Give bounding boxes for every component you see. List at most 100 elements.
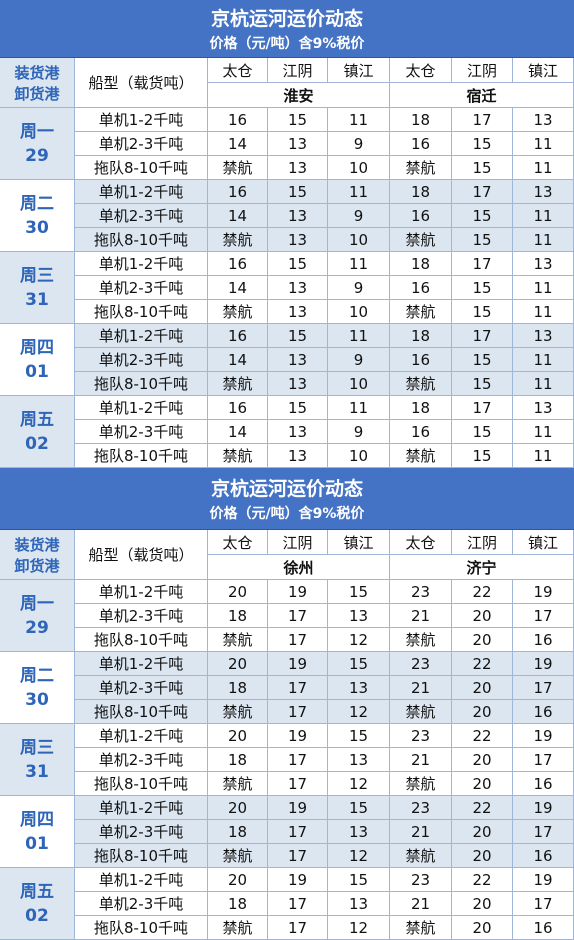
- destination-header: 淮安: [208, 83, 390, 108]
- price: 10: [328, 444, 390, 468]
- price: 17: [452, 396, 513, 420]
- ship-type: 单机2-3千吨: [75, 676, 208, 700]
- ship-type: 拖队8-10千吨: [75, 772, 208, 796]
- price: 13: [513, 108, 574, 132]
- ship-type: 单机2-3千吨: [75, 892, 208, 916]
- price: 17: [268, 844, 328, 868]
- price: 13: [328, 748, 390, 772]
- ship-type-header: 船型（载货吨）: [75, 530, 208, 580]
- price: 15: [452, 228, 513, 252]
- price: 22: [452, 580, 513, 604]
- date: 01: [25, 361, 49, 382]
- ship-type: 拖队8-10千吨: [75, 372, 208, 396]
- price: 13: [513, 396, 574, 420]
- day: 周二: [20, 665, 54, 686]
- table-subtitle: 价格（元/吨）含9%税价: [209, 36, 365, 52]
- price: 13: [328, 820, 390, 844]
- price: 15: [328, 724, 390, 748]
- table-title: 京杭运河运价动态: [210, 478, 363, 500]
- price: 11: [513, 348, 574, 372]
- price: 16: [513, 916, 574, 940]
- header-left-line: 卸货港: [14, 556, 60, 575]
- price: 15: [268, 252, 328, 276]
- price: 23: [390, 724, 452, 748]
- ship-type: 单机2-3千吨: [75, 348, 208, 372]
- price: 20: [452, 772, 513, 796]
- price: 12: [328, 844, 390, 868]
- ship-type: 拖队8-10千吨: [75, 228, 208, 252]
- price: 17: [268, 676, 328, 700]
- price: 13: [328, 892, 390, 916]
- price: 23: [390, 796, 452, 820]
- price: 10: [328, 156, 390, 180]
- price: 13: [328, 604, 390, 628]
- price: 禁航: [390, 700, 452, 724]
- port-header: 江阴: [452, 530, 513, 555]
- price: 19: [268, 652, 328, 676]
- day-cell: 周三 31: [0, 724, 75, 796]
- price: 20: [452, 820, 513, 844]
- price: 禁航: [208, 156, 268, 180]
- price: 15: [452, 420, 513, 444]
- price: 10: [328, 300, 390, 324]
- price: 19: [513, 652, 574, 676]
- title-bar: 京杭运河运价动态价格（元/吨）含9%税价: [0, 0, 574, 58]
- price: 禁航: [208, 700, 268, 724]
- price: 18: [208, 820, 268, 844]
- date: 02: [25, 433, 49, 454]
- price: 20: [452, 628, 513, 652]
- ship-type: 拖队8-10千吨: [75, 628, 208, 652]
- ship-type: 拖队8-10千吨: [75, 844, 208, 868]
- port-header: 江阴: [268, 530, 328, 555]
- header-left-line: 装货港: [14, 535, 60, 554]
- day-cell: 周二 30: [0, 652, 75, 724]
- price: 11: [328, 108, 390, 132]
- price: 17: [513, 676, 574, 700]
- price: 禁航: [390, 300, 452, 324]
- price: 15: [452, 276, 513, 300]
- destination-header: 济宁: [390, 555, 574, 580]
- price: 15: [452, 444, 513, 468]
- ship-type: 拖队8-10千吨: [75, 916, 208, 940]
- day-cell: 周五 02: [0, 396, 75, 468]
- day: 周四: [20, 337, 54, 358]
- price: 23: [390, 652, 452, 676]
- ship-type: 单机1-2千吨: [75, 396, 208, 420]
- price: 22: [452, 652, 513, 676]
- price: 16: [208, 396, 268, 420]
- price: 16: [208, 180, 268, 204]
- table-title: 京杭运河运价动态: [210, 8, 363, 30]
- price: 13: [513, 324, 574, 348]
- price: 20: [208, 652, 268, 676]
- price: 禁航: [390, 372, 452, 396]
- price: 16: [390, 276, 452, 300]
- price: 11: [513, 300, 574, 324]
- price: 14: [208, 132, 268, 156]
- ship-type: 单机1-2千吨: [75, 180, 208, 204]
- price: 23: [390, 580, 452, 604]
- price: 16: [208, 252, 268, 276]
- header-left: 装货港 卸货港: [0, 530, 75, 580]
- price: 11: [513, 156, 574, 180]
- price: 禁航: [390, 156, 452, 180]
- ship-type: 单机2-3千吨: [75, 276, 208, 300]
- price: 21: [390, 604, 452, 628]
- price: 17: [452, 252, 513, 276]
- ship-type: 拖队8-10千吨: [75, 300, 208, 324]
- price: 17: [268, 700, 328, 724]
- price: 11: [513, 420, 574, 444]
- price: 15: [328, 580, 390, 604]
- price: 18: [390, 108, 452, 132]
- day: 周一: [20, 121, 54, 142]
- price: 15: [328, 652, 390, 676]
- price: 13: [268, 156, 328, 180]
- header-left: 装货港 卸货港: [0, 58, 75, 108]
- price: 19: [513, 796, 574, 820]
- date: 30: [25, 689, 49, 710]
- price: 21: [390, 892, 452, 916]
- price: 11: [513, 204, 574, 228]
- ship-type: 单机1-2千吨: [75, 652, 208, 676]
- price: 17: [268, 604, 328, 628]
- price: 21: [390, 676, 452, 700]
- ship-type: 单机1-2千吨: [75, 868, 208, 892]
